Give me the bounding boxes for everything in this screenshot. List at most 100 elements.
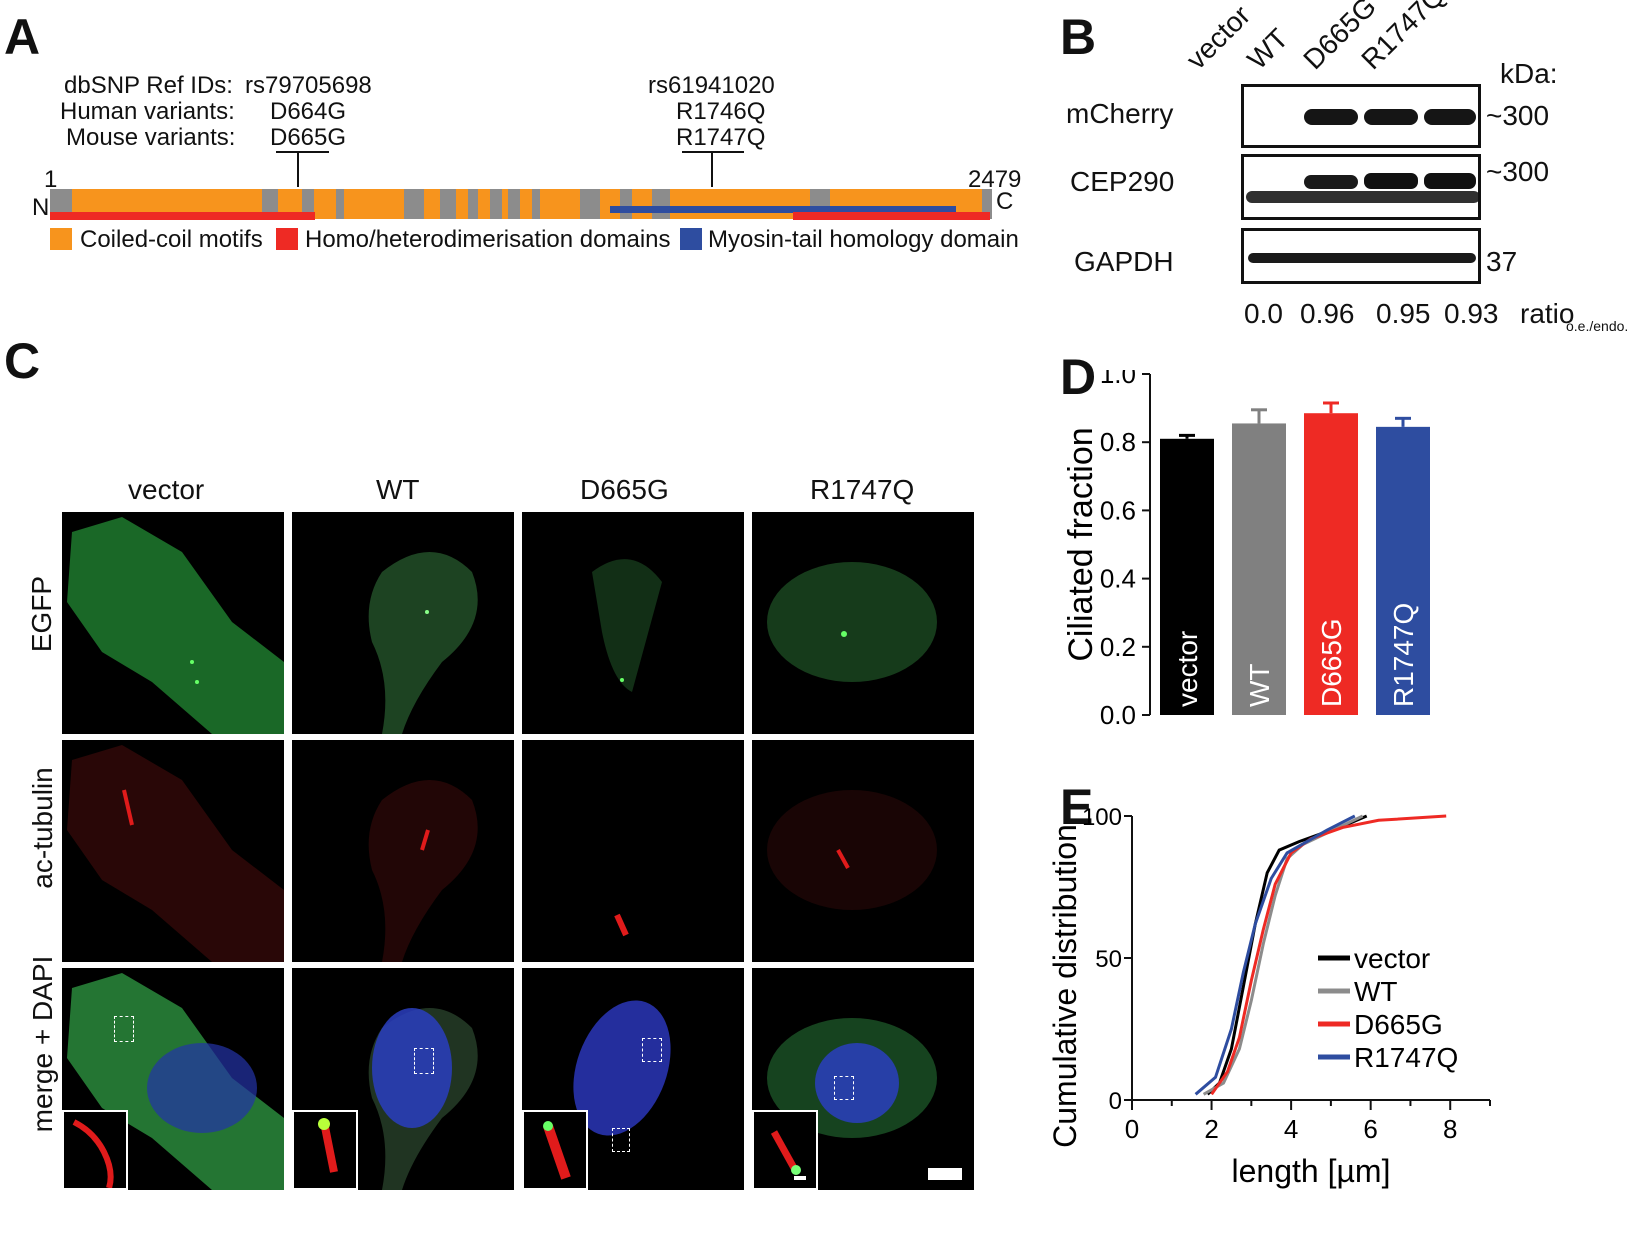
cumulative-length-line-chart: 0 50 100 0 2 4 6 8 length [µm] Cumulative distrib… — [1047, 804, 1491, 1189]
lane-label-vector: vector — [1180, 0, 1257, 76]
dimerisation-domain-c — [793, 212, 990, 220]
bar-d665g — [1304, 413, 1358, 715]
micrograph-egfp-d665g — [522, 512, 744, 734]
protein-end-number: 2479 — [968, 166, 1022, 193]
micrograph-egfp-vector — [62, 512, 284, 734]
band-mcherry-r1747q — [1424, 109, 1476, 125]
x-tick-label: 4 — [1284, 1114, 1298, 1144]
blot-label-mcherry: mCherry — [1066, 98, 1174, 129]
y-tick-label: 100 — [1082, 804, 1122, 831]
bar-label-r1747q: R1747Q — [1388, 603, 1419, 707]
legend-swatch-myosin — [680, 228, 702, 250]
variant2-dbsnp: rs61941020 — [648, 72, 775, 99]
inset-r1747q — [752, 1110, 818, 1190]
band-mcherry-d665g — [1364, 109, 1418, 125]
series-line-r1747q — [1194, 814, 1356, 1096]
ratio-label: ratio — [1520, 298, 1575, 329]
variant2-human: R1746Q — [676, 98, 766, 125]
band-cep290-endogenous — [1246, 191, 1478, 203]
y-tick-label: 0 — [1109, 1088, 1122, 1115]
legend-label-wt: WT — [1354, 976, 1398, 1007]
micrograph-actubulin-d665g — [522, 740, 744, 962]
band-cep290-wt — [1304, 175, 1358, 189]
x-tick-label: 2 — [1204, 1114, 1218, 1144]
panel-label-e: E — [1060, 779, 1094, 835]
micrograph-actubulin-wt — [292, 740, 514, 962]
legend-label-dimerisation: Homo/heterodimerisation domains — [305, 226, 671, 253]
inset-d665g — [522, 1110, 588, 1190]
protein-domain-diagram — [50, 151, 992, 220]
col-label-wt: WT — [376, 474, 420, 505]
x-tick-label: 8 — [1443, 1114, 1457, 1144]
micrograph-merge-r1747q — [752, 968, 974, 1190]
legend-label-r1747q: R1747Q — [1354, 1042, 1458, 1073]
bar-r1747q — [1376, 426, 1430, 715]
micrograph-egfp-r1747q — [752, 512, 974, 734]
series-line-d665g — [1210, 814, 1447, 1096]
band-cep290-d665g — [1364, 173, 1418, 189]
myosin-tail-domain — [610, 206, 956, 213]
micrograph-actubulin-r1747q — [752, 740, 974, 962]
y-tick-label: 50 — [1095, 946, 1122, 973]
ratio-vector: 0.0 — [1244, 298, 1283, 329]
coiled-coil-segments — [72, 189, 982, 219]
micrograph-merge-vector — [62, 968, 284, 1190]
blot-label-gapdh: GAPDH — [1074, 246, 1174, 277]
n-terminus-label: N — [32, 194, 50, 221]
legend-swatch-coiled-coil — [50, 228, 72, 250]
inset-vector — [62, 1110, 128, 1190]
bar-label-d665g: D665G — [1316, 618, 1347, 707]
row-label-egfp: EGFP — [26, 575, 57, 653]
micrograph-merge-d665g — [522, 968, 744, 1190]
blot-label-cep290: CEP290 — [1070, 166, 1175, 197]
panel-label-d: D — [1060, 349, 1097, 405]
ratio-subscript: o.e./endo. — [1566, 318, 1629, 334]
variant2-mouse: R1747Q — [676, 124, 766, 151]
blot-cep290 — [1241, 154, 1481, 220]
ratio-wt: 0.96 — [1300, 298, 1355, 329]
lane-label-wt: WT — [1241, 22, 1295, 76]
legend-swatch-dimerisation — [276, 228, 298, 250]
ciliated-fraction-bar-chart: 0.0 0.2 0.4 0.6 0.8 1.0 Ciliated fraction vecto… — [1062, 370, 1430, 730]
zoom-box-vector — [114, 1016, 134, 1042]
legend-label-coiled-coil: Coiled-coil motifs — [80, 226, 263, 253]
bar-label-vector: vector — [1172, 631, 1203, 707]
ratio-d665g: 0.95 — [1376, 298, 1431, 329]
zoom-box-wt — [414, 1048, 434, 1074]
y-tick-label: 0.6 — [1100, 495, 1136, 525]
zoom-box-d665g-bottom — [612, 1128, 630, 1152]
band-mcherry-wt — [1304, 109, 1358, 125]
x-axis-label: length [µm] — [1232, 1153, 1391, 1189]
row-label-ac-tubulin: ac-tubulin — [27, 767, 58, 889]
y-tick-label: 0.0 — [1100, 700, 1136, 730]
variant1-human: D664G — [270, 98, 347, 125]
col-label-vector: vector — [128, 474, 205, 505]
y-tick-label: 1.0 — [1100, 370, 1136, 389]
panel-label-b: B — [1060, 9, 1097, 65]
band-gapdh — [1248, 253, 1476, 263]
legend-label-myosin: Myosin-tail homology domain — [708, 226, 1019, 253]
micrograph-actubulin-vector — [62, 740, 284, 962]
kda-gapdh: 37 — [1486, 246, 1518, 277]
blot-mcherry — [1241, 84, 1481, 148]
kda-mcherry: ~300 — [1486, 100, 1550, 131]
kda-cep290: ~300 — [1486, 156, 1550, 187]
zoom-box-d665g-top — [642, 1038, 662, 1062]
ratio-r1747q: 0.93 — [1444, 298, 1499, 329]
dimerisation-domain-n — [50, 212, 315, 220]
micrograph-egfp-wt — [292, 512, 514, 734]
col-label-r1747q: R1747Q — [810, 474, 915, 505]
panel-label-c: C — [4, 333, 41, 389]
row-label-human: Human variants: — [60, 98, 235, 125]
variant1-mouse: D665G — [270, 124, 347, 151]
band-cep290-r1747q — [1424, 173, 1476, 189]
kda-label: kDa: — [1500, 58, 1558, 89]
zoom-box-r1747q — [834, 1076, 854, 1100]
blot-gapdh — [1241, 228, 1481, 284]
y-tick-label: 0.4 — [1100, 564, 1136, 594]
row-label-mouse: Mouse variants: — [66, 124, 236, 151]
micrograph-merge-wt — [292, 968, 514, 1190]
y-axis-label: Cumulative distribution — [1047, 824, 1083, 1148]
x-tick-label: 6 — [1363, 1114, 1377, 1144]
bar-label-wt: WT — [1244, 663, 1275, 707]
